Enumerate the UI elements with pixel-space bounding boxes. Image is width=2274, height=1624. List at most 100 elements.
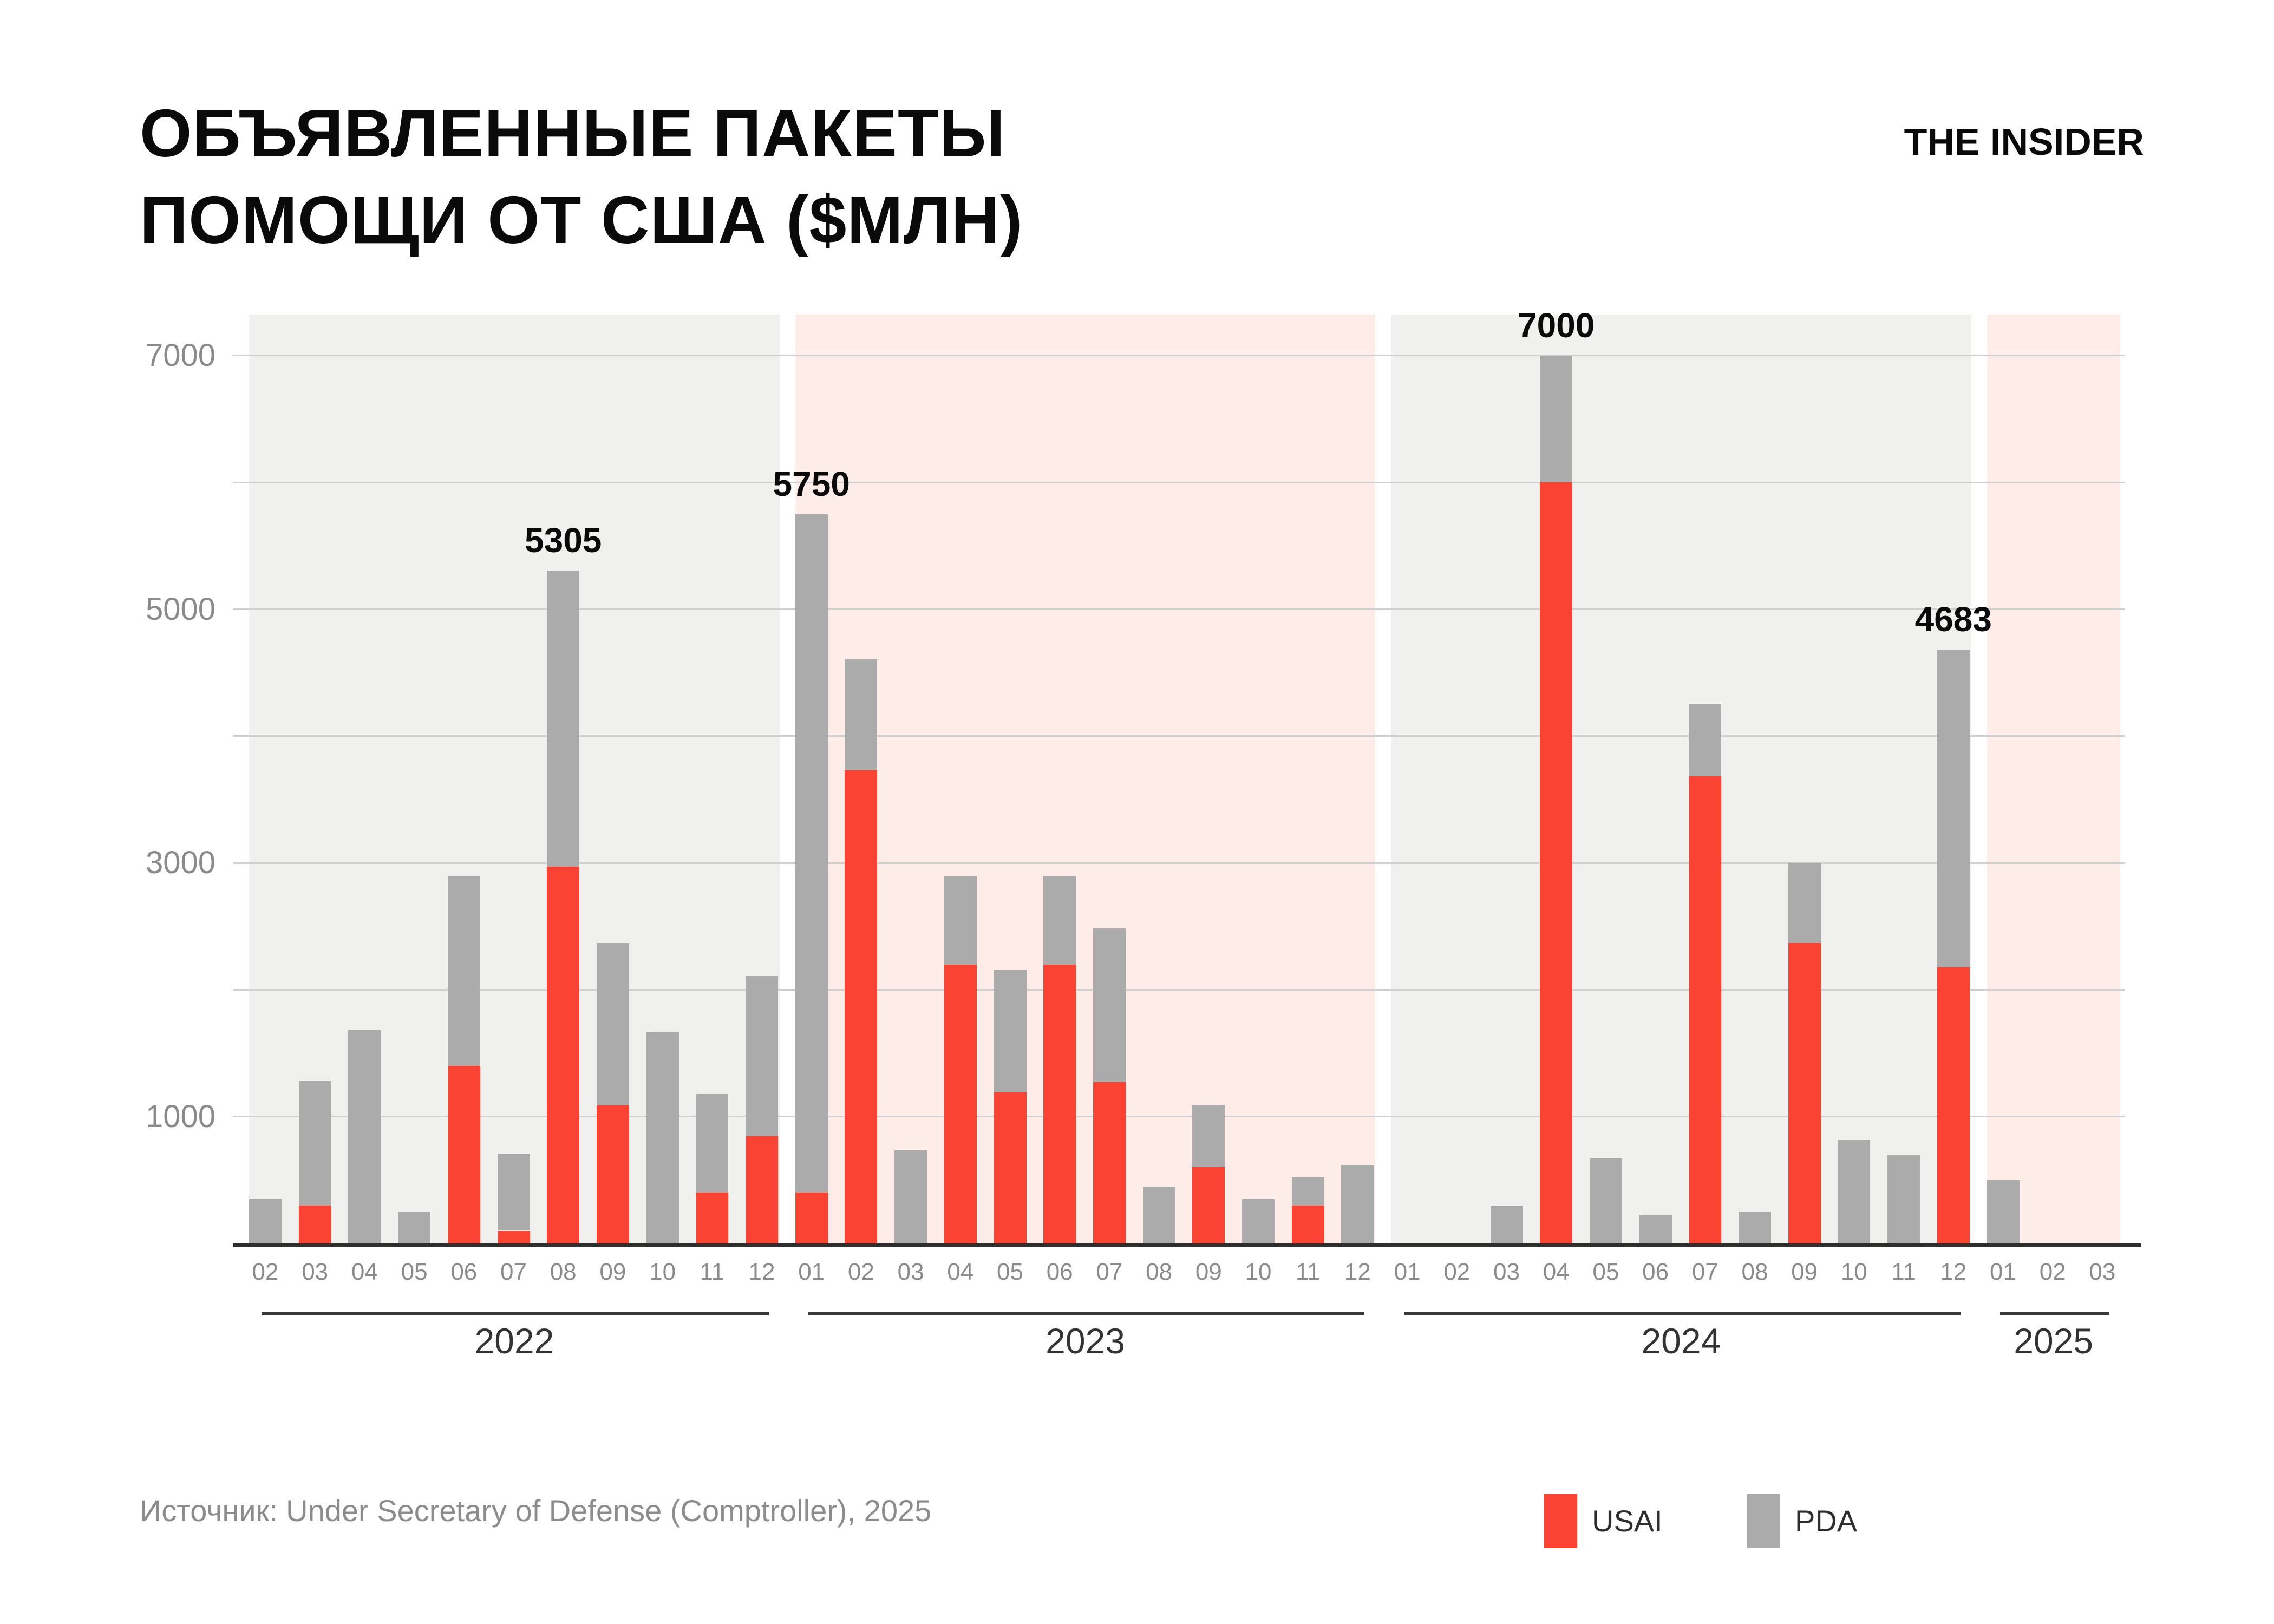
bar-usai-2023-06: [1043, 964, 1076, 1243]
year-underline-2024: [1404, 1312, 1961, 1315]
page-title: ОБЪЯВЛЕННЫЕ ПАКЕТЫ ПОМОЩИ ОТ США ($МЛН): [140, 96, 1023, 258]
bar-pda-2024-11: [1887, 1155, 1920, 1243]
legend-swatch-pda: [1747, 1494, 1780, 1548]
bar-pda-2023-06: [1043, 875, 1076, 965]
gridline-2000: [233, 988, 2125, 991]
bar-pda-2023-02: [845, 659, 878, 770]
bar-pda-2024-12: [1937, 649, 1970, 968]
month-label-2022-03: 03: [302, 1259, 329, 1285]
year-label-2024: 2024: [1641, 1321, 1721, 1361]
bar-pda-2023-10: [1242, 1199, 1275, 1243]
month-label-2025-01: 01: [1990, 1259, 2016, 1285]
month-label-2024-05: 05: [1592, 1259, 1619, 1285]
month-label-2023-09: 09: [1195, 1259, 1222, 1285]
bar-pda-2025-01: [1987, 1180, 2020, 1243]
gridline-6000: [233, 481, 2125, 483]
month-label-2024-04: 04: [1543, 1259, 1570, 1285]
year-panel-2024: [1391, 315, 1971, 1243]
bar-pda-2022-05: [398, 1212, 431, 1243]
month-label-2024-09: 09: [1791, 1259, 1818, 1285]
month-label-2023-05: 05: [997, 1259, 1023, 1285]
bar-usai-2022-06: [447, 1066, 480, 1243]
month-label-2023-06: 06: [1046, 1259, 1073, 1285]
month-label-2023-04: 04: [947, 1259, 974, 1285]
value-label-2024-12: 4683: [1914, 599, 1992, 639]
month-label-2022-07: 07: [500, 1259, 527, 1285]
y-tick-7000: 7000: [145, 337, 215, 373]
month-label-2024-03: 03: [1493, 1259, 1520, 1285]
bar-pda-2024-04: [1540, 355, 1573, 483]
year-label-2023: 2023: [1045, 1321, 1125, 1361]
source-note: Источник: Under Secretary of Defense (Co…: [140, 1494, 932, 1528]
year-label-2022: 2022: [474, 1321, 554, 1361]
bar-pda-2023-07: [1093, 928, 1126, 1083]
month-label-2022-02: 02: [252, 1259, 279, 1285]
gridline-3000: [233, 862, 2125, 864]
month-label-2024-11: 11: [1891, 1259, 1916, 1285]
legend-swatch-usai: [1544, 1494, 1577, 1548]
month-label-2024-02: 02: [1443, 1259, 1471, 1285]
bar-pda-2022-02: [249, 1199, 282, 1243]
value-label-2022-08: 5305: [525, 521, 602, 560]
value-label-2023-01: 5750: [773, 464, 850, 503]
bar-pda-2023-04: [944, 875, 977, 965]
month-label-2024-07: 07: [1691, 1259, 1718, 1285]
month-label-2022-11: 11: [700, 1259, 725, 1285]
bar-pda-2022-12: [746, 975, 778, 1136]
month-label-2022-06: 06: [450, 1259, 478, 1285]
bar-usai-2022-08: [547, 867, 580, 1243]
month-label-2023-01: 01: [798, 1259, 825, 1285]
bar-pda-2023-03: [894, 1150, 927, 1243]
bar-pda-2024-06: [1639, 1215, 1672, 1243]
y-tick-5000: 5000: [145, 591, 215, 627]
bar-usai-2022-12: [746, 1136, 778, 1243]
legend-label-pda: PDA: [1795, 1504, 1858, 1538]
year-underline-2023: [808, 1312, 1365, 1315]
month-label-2023-12: 12: [1344, 1259, 1371, 1285]
bar-usai-2023-09: [1192, 1167, 1225, 1243]
bar-pda-2023-11: [1291, 1177, 1324, 1206]
year-underline-2022: [262, 1312, 769, 1315]
month-label-2022-12: 12: [748, 1259, 775, 1285]
bar-usai-2024-09: [1788, 942, 1821, 1243]
month-label-2024-08: 08: [1741, 1259, 1768, 1285]
year-label-2025: 2025: [2014, 1321, 2094, 1361]
bar-usai-2023-01: [795, 1193, 828, 1243]
bar-pda-2024-07: [1689, 704, 1722, 776]
month-label-2023-03: 03: [897, 1259, 924, 1285]
bar-usai-2022-03: [298, 1205, 331, 1243]
year-panel-2022: [249, 315, 780, 1243]
value-label-2024-04: 7000: [1518, 305, 1595, 345]
month-label-2023-10: 10: [1245, 1259, 1272, 1285]
bar-pda-2024-10: [1838, 1139, 1871, 1243]
month-label-2022-04: 04: [351, 1259, 378, 1285]
month-label-2023-08: 08: [1146, 1259, 1173, 1285]
bar-usai-2023-11: [1291, 1205, 1324, 1243]
bar-pda-2023-01: [795, 514, 828, 1193]
bar-usai-2023-05: [994, 1092, 1027, 1243]
month-label-2024-10: 10: [1840, 1259, 1867, 1285]
gridline-5000: [233, 608, 2125, 610]
gridline-1000: [233, 1116, 2125, 1118]
bar-pda-2022-06: [447, 875, 480, 1066]
month-label-2022-10: 10: [649, 1259, 676, 1285]
y-tick-3000: 3000: [145, 845, 215, 881]
month-label-2023-11: 11: [1295, 1259, 1321, 1285]
bar-usai-2022-07: [497, 1230, 530, 1243]
month-label-2024-06: 06: [1642, 1259, 1669, 1285]
bar-pda-2022-08: [547, 571, 580, 867]
month-label-2022-05: 05: [401, 1259, 428, 1285]
month-label-2023-07: 07: [1096, 1259, 1123, 1285]
gridline-7000: [233, 355, 2125, 357]
bar-pda-2023-08: [1142, 1186, 1175, 1243]
month-label-2022-08: 08: [550, 1259, 577, 1285]
month-label-2024-12: 12: [1940, 1259, 1967, 1285]
year-underline-2025: [1999, 1312, 2109, 1315]
bar-pda-2024-05: [1589, 1157, 1622, 1243]
bar-usai-2022-11: [696, 1193, 729, 1243]
y-tick-1000: 1000: [145, 1098, 215, 1134]
month-label-2024-01: 01: [1394, 1259, 1421, 1285]
year-panel-2025: [1987, 315, 2120, 1243]
bar-pda-2024-08: [1739, 1212, 1771, 1243]
